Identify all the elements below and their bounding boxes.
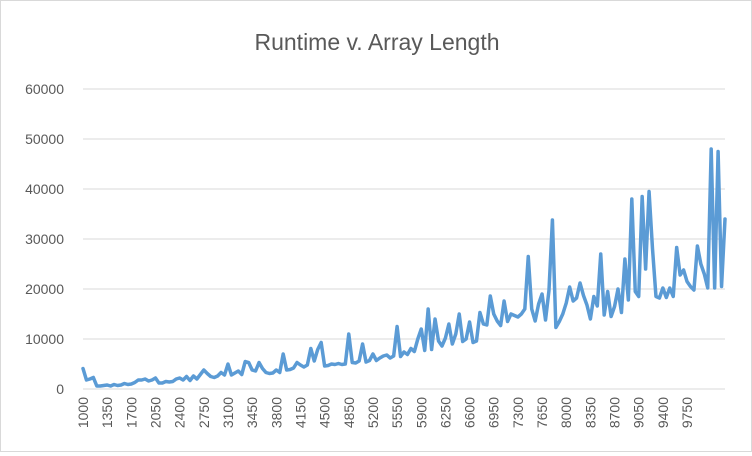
x-tick-label: 8350 bbox=[582, 397, 598, 428]
y-tick-label: 30000 bbox=[25, 231, 64, 247]
x-tick-label: 5550 bbox=[389, 397, 405, 428]
x-tick-label: 1700 bbox=[123, 397, 139, 428]
x-tick-label: 9750 bbox=[679, 397, 695, 428]
x-tick-label: 7300 bbox=[510, 397, 526, 428]
chart-title: Runtime v. Array Length bbox=[254, 29, 499, 55]
x-tick-label: 6600 bbox=[462, 397, 478, 428]
x-tick-label: 9400 bbox=[655, 397, 671, 428]
x-tick-label: 2750 bbox=[196, 397, 212, 428]
y-axis-ticks: 0 10000 20000 30000 40000 50000 60000 bbox=[25, 81, 64, 397]
x-tick-label: 6950 bbox=[486, 397, 502, 428]
x-tick-label: 7650 bbox=[534, 397, 550, 428]
x-tick-label: 2400 bbox=[172, 397, 188, 428]
x-tick-label: 1350 bbox=[99, 397, 115, 428]
x-tick-label: 4150 bbox=[292, 397, 308, 428]
x-tick-label: 5200 bbox=[365, 397, 381, 428]
y-tick-label: 50000 bbox=[25, 131, 64, 147]
x-tick-label: 6250 bbox=[437, 397, 453, 428]
gridlines bbox=[83, 88, 725, 390]
x-tick-label: 3100 bbox=[220, 397, 236, 428]
x-tick-label: 5900 bbox=[413, 397, 429, 428]
x-tick-label: 4500 bbox=[317, 397, 333, 428]
x-tick-label: 2050 bbox=[147, 397, 163, 428]
x-tick-label: 8000 bbox=[558, 397, 574, 428]
y-tick-label: 60000 bbox=[25, 81, 64, 97]
x-tick-label: 3450 bbox=[244, 397, 260, 428]
y-tick-label: 0 bbox=[56, 381, 64, 397]
y-tick-label: 20000 bbox=[25, 281, 64, 297]
x-tick-label: 8700 bbox=[607, 397, 623, 428]
x-tick-label: 1000 bbox=[75, 397, 91, 428]
series-line bbox=[81, 147, 727, 388]
x-tick-label: 4850 bbox=[341, 397, 357, 428]
y-tick-label: 10000 bbox=[25, 331, 64, 347]
y-tick-label: 40000 bbox=[25, 181, 64, 197]
x-tick-label: 3800 bbox=[268, 397, 284, 428]
series-layer bbox=[81, 147, 727, 388]
x-axis-ticks: 1000 1350 1700 2050 2400 2750 3100 3450 3800 4150… bbox=[75, 397, 695, 428]
x-tick-label: 9050 bbox=[631, 397, 647, 428]
